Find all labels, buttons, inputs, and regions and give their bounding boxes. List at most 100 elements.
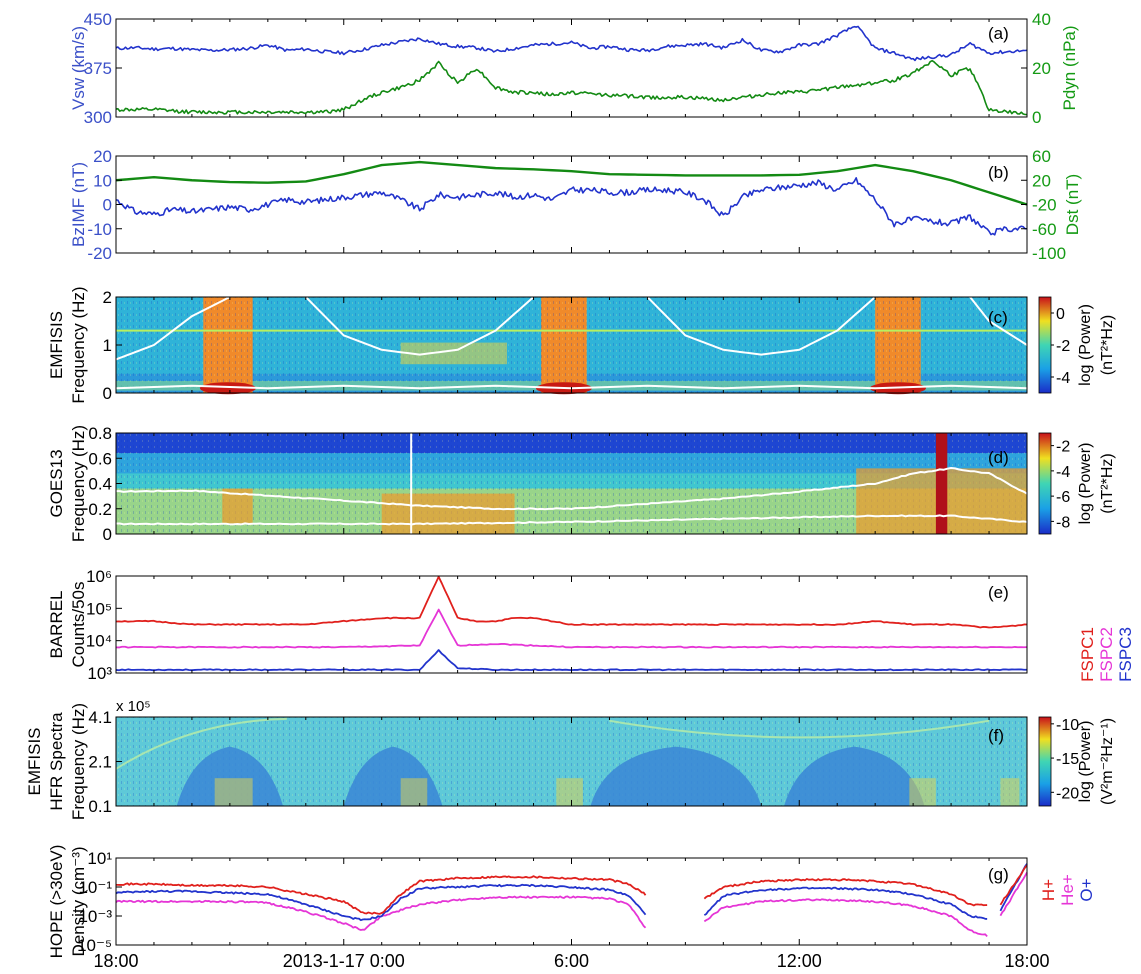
activity-spike [935,433,948,534]
y-tick-label: 10⁻¹ [78,878,112,897]
legend-label: H+ [1039,879,1058,901]
burst-texture [203,297,253,393]
emission-patch [214,778,253,806]
y-tick-label: 0.4 [88,475,112,494]
colorbar-tick-label: -4 [1056,370,1070,387]
burst-texture [541,297,587,393]
data-gap [410,433,413,534]
density-line [999,864,1028,906]
y-tick-label: 10⁴ [86,632,112,651]
colorbar-tick-label: -2 [1056,338,1070,355]
y-axis-label-right: Pdyn (nPa) [1060,25,1079,110]
y-tick-label: -100 [1032,244,1066,263]
y-tick-label: 10⁵ [86,599,112,618]
panel-label: (a) [988,24,1009,43]
bz-line [115,177,1028,236]
y-axis-label: Frequency (Hz) [69,703,88,820]
frequency-curve [646,296,876,356]
panel-label: (d) [988,448,1009,467]
y-tick-label: 4.1 [88,708,112,727]
density-line [999,872,1028,917]
density-line [703,886,988,920]
y-tick-label: 10 [93,171,112,190]
panel-label: (b) [988,163,1009,182]
y-tick-label: -20 [87,244,112,263]
frequency-curve [115,514,1028,526]
panel-c: 0 1 2 EMFISIS Frequency (Hz) (c) 0 -2 -4 log (Pow… [47,286,1116,403]
y-tick-label: 0.2 [88,500,112,519]
y-axis-label: Frequency (Hz) [69,425,88,542]
colorbar-tick-label: -8 [1056,514,1070,531]
colorbar [1038,716,1052,807]
y-tick-label: -60 [1032,220,1057,239]
y-tick-label: -10 [87,220,112,239]
y-axis-label: Frequency (Hz) [69,286,88,403]
panel-label: (g) [988,865,1009,884]
y-tick-label: 10⁻⁵ [77,936,112,955]
colorbar-tick-label: -2 [1056,439,1070,456]
y-axis-label-left: Vsw (km/s) [69,26,88,110]
y-tick-label: 0.8 [88,424,112,443]
pdyn-line [115,59,1028,116]
y-axis-label-left: BzIMF (nT) [69,162,88,247]
panel-label: (f) [988,726,1004,745]
y-axis-label: HFR Spectra [47,712,66,811]
colorbar [1038,296,1052,394]
density-line [115,875,647,915]
y-tick-label: 10⁻³ [78,907,112,926]
density-cavity [590,746,762,806]
y-tick-label: 10³ [87,664,112,683]
x-tick-label: 2013-1-17 0:00 [283,951,405,971]
y-axis-label: Counts/50s [69,582,88,668]
y-tick-label: 60 [1032,147,1051,166]
instrument-label: HOPE (>30eV) [47,845,66,959]
fspc-line [115,608,1028,649]
x-tick-label: 12:00 [777,951,822,971]
y-tick-label: 375 [84,59,112,78]
density-cavity [784,746,925,806]
y-tick-label: 0 [103,196,112,215]
density-line [703,898,988,938]
emission-patch [556,778,583,806]
panel-frame [115,18,1028,118]
x-axis: 18:00 2013-1-17 0:00 6:00 12:00 18:00 [93,951,1049,971]
x-tick-label: 18:00 [1004,951,1049,971]
y-tick-label: 0.1 [88,797,112,816]
colorbar [1038,432,1052,535]
fspc-line [115,575,1028,629]
panel-a: 300 375 450 0 20 40 Vsw (km/s) Pdyn (nPa) (a) [69,10,1079,127]
panel-e: FSPC1 FSPC2 FSPC3 10³ 10⁴ 10⁵ 10⁶ BARREL Counts/… [47,567,1135,683]
y-tick-label: 20 [93,147,112,166]
panel-label: (e) [988,583,1009,602]
legend-label: FSPC3 [1116,627,1135,682]
colorbar-tick-label: -4 [1056,464,1070,481]
burst-core [199,382,256,395]
y-exponent: x 10⁵ [116,698,151,715]
y-tick-label: 20 [1032,59,1051,78]
colorbar-label: log (Power) [1077,443,1094,525]
frequency-curve [305,296,535,356]
instrument-label: EMFISIS [47,311,66,379]
colorbar-label: log (Power) [1077,721,1094,803]
y-tick-label: 2 [103,288,112,307]
colorbar-unit: (nT²*Hz) [1099,315,1116,375]
y-tick-label: 40 [1032,10,1051,29]
panel-f: 0.1 2.1 4.1x 10⁵ EMFISIS HFR Spectra Frequenc… [25,698,1116,820]
legend-label: FSPC1 [1078,627,1097,682]
density-line [703,878,988,907]
colorbar-unit: (V²m⁻²Hz⁻¹) [1099,718,1116,805]
y-tick-label: 0 [1032,108,1041,127]
instrument-label: BARREL [47,590,66,658]
colorbar-tick-label: -15 [1056,751,1079,768]
frequency-curve [115,296,231,361]
colorbar-tick-label: -10 [1056,717,1079,734]
panel-label: (c) [988,308,1008,327]
burst-texture [875,297,921,393]
y-tick-label: 20 [1032,171,1051,190]
y-tick-label: 10¹ [87,849,112,868]
frequency-curve [969,296,1028,346]
density-cavity [176,746,284,806]
y-tick-label: 0.6 [88,449,112,468]
y-tick-label: 10⁶ [86,567,112,586]
